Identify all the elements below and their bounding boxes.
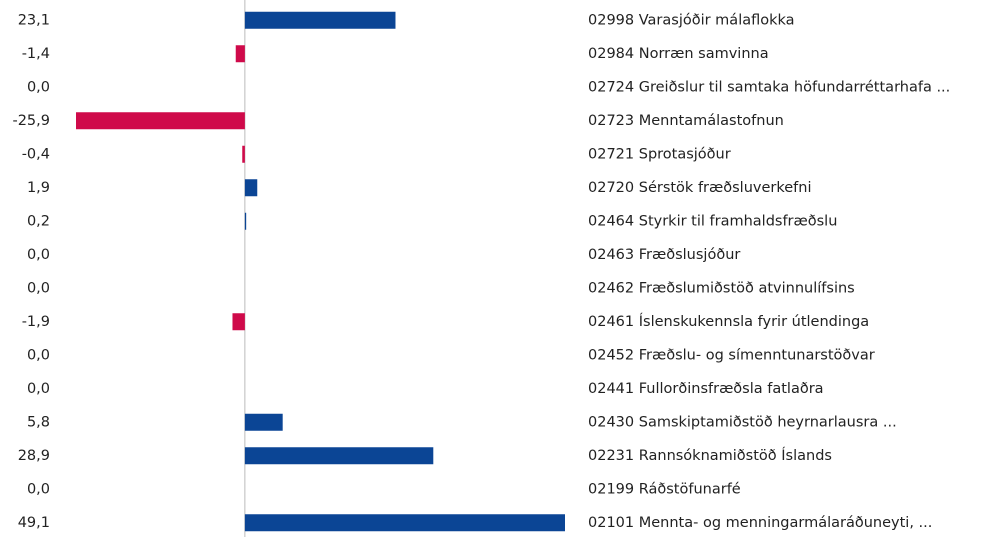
category-label: 02441 Fullorðinsfræðsla fatlaðra xyxy=(588,381,824,397)
category-label: 02464 Styrkir til framhaldsfræðslu xyxy=(588,213,837,229)
value-label: 0,2 xyxy=(27,213,50,229)
bar xyxy=(235,45,245,63)
bar xyxy=(242,145,245,163)
category-label: 02724 Greiðslur til samtaka höfundarrétt… xyxy=(588,79,950,95)
category-label: 02462 Fræðslumiðstöð atvinnulífsins xyxy=(588,280,855,296)
bar xyxy=(76,112,245,130)
value-label: -0,4 xyxy=(22,146,50,162)
category-label: 02461 Íslenskukennsla fyrir útlendinga xyxy=(588,313,869,330)
value-label: -1,9 xyxy=(22,314,50,330)
category-label: 02199 Ráðstöfunarfé xyxy=(588,481,741,497)
value-label: -1,4 xyxy=(22,46,50,62)
category-label: 02452 Fræðslu- og símenntunarstöðvar xyxy=(588,347,875,363)
category-label: 02101 Mennta- og menningarmálaráðuneyti,… xyxy=(588,515,932,531)
bar xyxy=(244,11,396,29)
value-label: 5,8 xyxy=(27,414,50,430)
value-label: 0,0 xyxy=(27,247,50,263)
bar xyxy=(244,212,247,230)
category-label: 02231 Rannsóknamiðstöð Íslands xyxy=(588,447,832,464)
bar xyxy=(244,179,258,197)
bar xyxy=(244,447,434,465)
category-label: 02720 Sérstök fræðsluverkefni xyxy=(588,180,811,196)
category-label: 02998 Varasjóðir málaflokka xyxy=(588,12,795,28)
bar xyxy=(232,313,245,331)
value-label: 49,1 xyxy=(18,515,50,531)
bar xyxy=(244,413,283,431)
value-label: 0,0 xyxy=(27,481,50,497)
bar xyxy=(244,514,566,532)
value-label: 1,9 xyxy=(27,180,50,196)
value-label: 23,1 xyxy=(18,12,50,28)
value-label: 0,0 xyxy=(27,79,50,95)
category-label: 02430 Samskiptamiðstöð heyrnarlausra ... xyxy=(588,414,897,430)
value-label: 0,0 xyxy=(27,347,50,363)
value-label: -25,9 xyxy=(12,113,50,129)
value-label: 0,0 xyxy=(27,280,50,296)
category-label: 02984 Norræn samvinna xyxy=(588,46,769,62)
category-label: 02463 Fræðslusjóður xyxy=(588,247,740,263)
value-label: 28,9 xyxy=(18,448,50,464)
category-label: 02723 Menntamálastofnun xyxy=(588,113,784,129)
value-label: 0,0 xyxy=(27,381,50,397)
category-label: 02721 Sprotasjóður xyxy=(588,146,731,162)
